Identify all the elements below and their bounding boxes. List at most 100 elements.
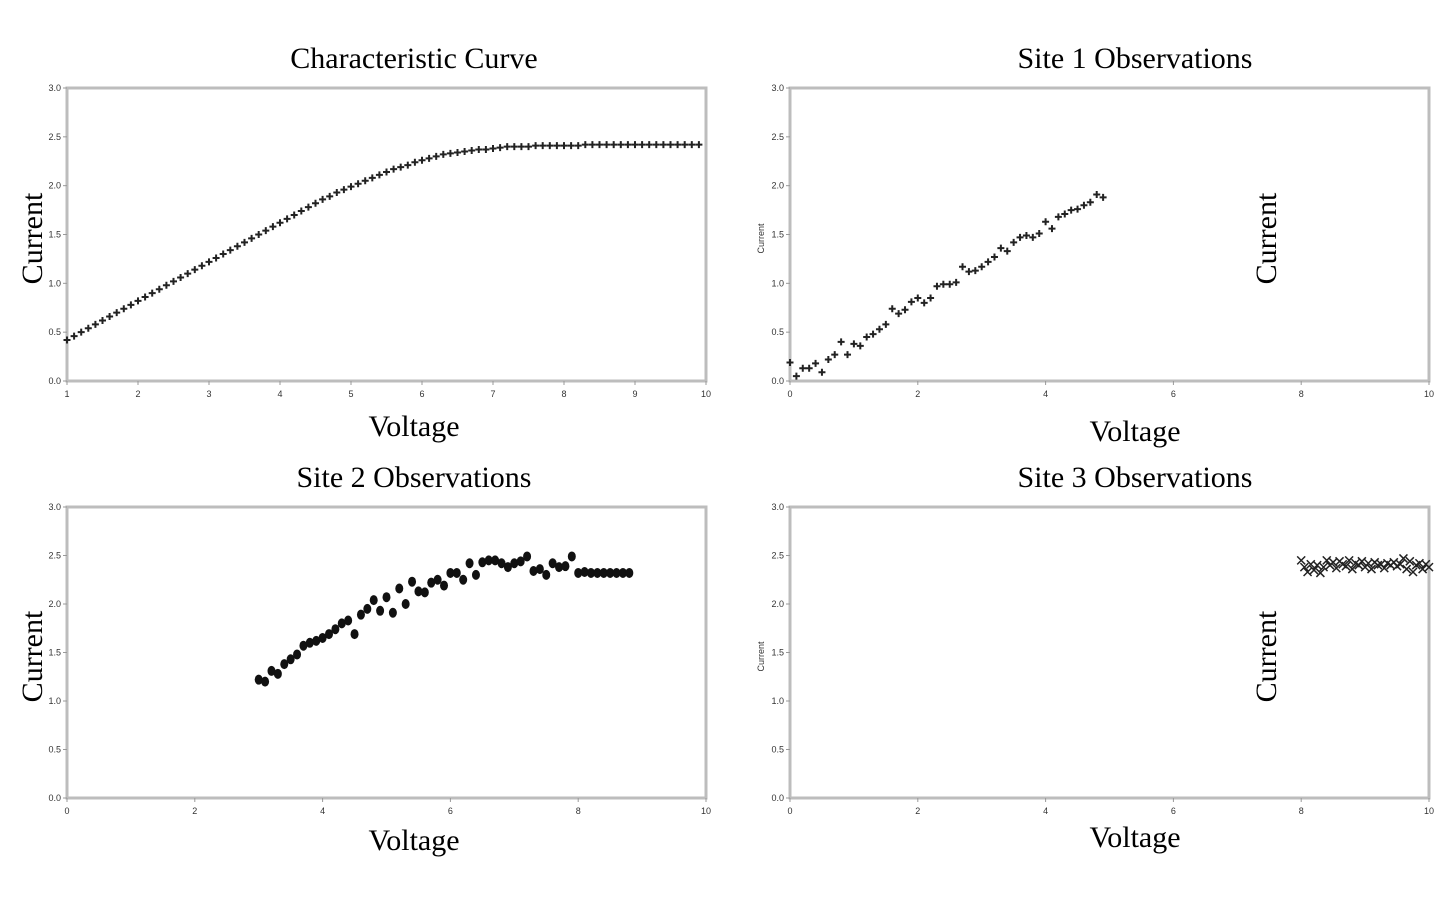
x-axis-label: Voltage	[1089, 821, 1180, 854]
data-point	[482, 146, 490, 154]
data-point	[127, 301, 135, 309]
x-tick-label: 6	[419, 389, 424, 399]
data-point	[674, 141, 682, 149]
y-tick-label: 0.0	[771, 793, 784, 803]
x-tick-label: 3	[206, 389, 211, 399]
y-axis-label: Current	[16, 610, 49, 702]
data-point	[990, 253, 998, 261]
data-point	[340, 186, 348, 194]
data-point	[1424, 562, 1434, 572]
y-axis-label-small: Current	[756, 223, 766, 254]
data-point	[489, 145, 497, 153]
x-tick-label: 8	[576, 806, 581, 816]
data-point	[148, 289, 156, 297]
data-point	[241, 238, 248, 246]
x-tick-label: 4	[277, 389, 282, 399]
data-point	[596, 141, 603, 149]
y-tick-label: 0.0	[48, 793, 61, 803]
y-axis-label: Current	[1250, 192, 1283, 284]
data-point	[452, 567, 461, 578]
y-tick-label: 0.0	[771, 376, 784, 386]
data-point	[226, 246, 234, 254]
data-point	[1319, 562, 1329, 572]
data-point	[901, 306, 909, 314]
data-point	[681, 141, 689, 149]
y-tick-label: 1.5	[48, 230, 61, 240]
data-point	[401, 599, 410, 609]
data-point	[603, 141, 611, 149]
chart-title: Characteristic Curve	[290, 42, 537, 75]
data-point	[141, 293, 149, 301]
data-point	[184, 270, 192, 278]
data-point	[1080, 201, 1088, 209]
data-point	[525, 143, 532, 151]
data-point	[529, 566, 538, 577]
data-point	[580, 566, 589, 577]
data-point	[414, 586, 423, 597]
data-point	[586, 567, 595, 578]
x-tick-label: 10	[1424, 806, 1434, 816]
chart-panel-4: Site 3 Observations 0.0 0.5 1.0 1.5 2.0 2.5 3.0…	[756, 461, 1434, 854]
data-point	[369, 595, 378, 606]
data-point	[304, 203, 312, 211]
data-point	[191, 266, 199, 274]
data-point	[914, 294, 922, 302]
data-point	[1042, 218, 1050, 226]
data-point	[446, 567, 455, 578]
data-point	[293, 649, 302, 660]
data-point	[420, 587, 429, 598]
data-point	[1067, 206, 1075, 214]
data-point	[850, 340, 858, 348]
data-point	[269, 223, 277, 231]
data-point	[593, 567, 602, 578]
x-tick-label: 10	[701, 389, 711, 399]
data-point	[273, 668, 282, 679]
data-point	[581, 141, 589, 149]
data-point	[1347, 564, 1357, 574]
data-point	[397, 163, 405, 171]
data-point	[248, 234, 256, 242]
data-point	[837, 338, 845, 346]
chart-title: Site 3 Observations	[1018, 461, 1253, 494]
y-axis-label-small: Current	[756, 641, 766, 672]
data-point	[1379, 563, 1389, 573]
data-point	[1408, 567, 1418, 577]
data-point	[695, 141, 703, 149]
data-point	[432, 152, 440, 160]
data-point	[574, 142, 582, 150]
x-tick-label: 4	[1043, 389, 1048, 399]
data-point	[461, 147, 469, 155]
data-point	[219, 250, 227, 258]
y-tick-label: 1.0	[48, 696, 61, 706]
data-point	[375, 171, 383, 179]
y-axis-label: Current	[1250, 610, 1283, 702]
data-point	[812, 359, 820, 367]
data-point	[497, 558, 506, 569]
data-point	[1315, 568, 1325, 578]
chart-panel-2: Site 1 Observations 0.0 0.5 1.0 1.5 2.0 2.5 3.0…	[756, 42, 1434, 448]
data-point	[1074, 205, 1082, 213]
data-point	[411, 158, 419, 166]
data-point	[361, 177, 369, 185]
data-point	[286, 654, 295, 665]
data-point	[459, 574, 468, 585]
data-point	[106, 313, 114, 321]
data-point	[333, 189, 341, 197]
data-point	[390, 165, 398, 173]
data-point	[652, 141, 660, 149]
data-point	[324, 629, 333, 640]
data-point	[433, 574, 442, 585]
x-tick-label: 8	[1299, 806, 1304, 816]
y-tick-label: 2.5	[771, 551, 784, 561]
data-point	[326, 192, 334, 200]
data-point	[574, 567, 583, 578]
data-point	[205, 258, 213, 266]
data-point	[638, 141, 646, 149]
data-point	[290, 211, 298, 219]
data-point	[553, 142, 561, 150]
data-point	[233, 242, 241, 250]
data-point	[440, 580, 449, 591]
y-tick-label: 1.0	[771, 278, 784, 288]
data-point	[484, 555, 493, 566]
data-point	[212, 254, 220, 262]
